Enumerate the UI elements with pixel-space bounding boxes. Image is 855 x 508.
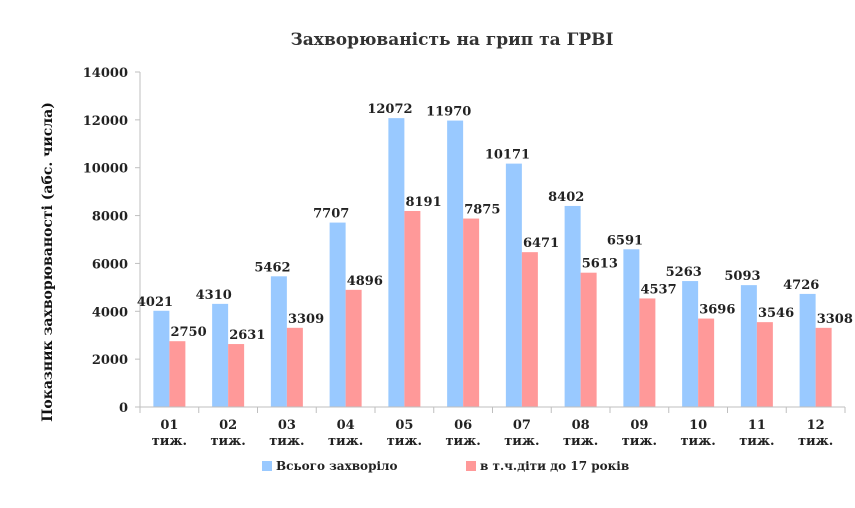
legend-label: Всього захворіло	[276, 459, 397, 473]
bar-series-2	[756, 322, 773, 407]
data-label: 3546	[758, 306, 794, 321]
bar-series-1	[564, 205, 581, 407]
legend-swatch	[262, 461, 272, 471]
x-tick-label: 10 тиж.	[680, 418, 715, 449]
bar-series-1	[682, 281, 699, 407]
bar-series-1	[799, 293, 816, 407]
x-tick-label: 12 тиж.	[798, 418, 833, 449]
legend-label: в т.ч.діти до 17 років	[480, 459, 629, 473]
y-tick-label: 12000	[83, 114, 128, 129]
legend-swatch	[466, 461, 476, 471]
data-label: 5462	[254, 260, 290, 275]
data-label: 5093	[724, 269, 760, 284]
bar-series-2	[228, 344, 245, 407]
bar-series-2	[815, 327, 832, 407]
y-axis: 0 2000 4000 6000 8000 10000 12000 14000	[83, 66, 141, 416]
data-label: 6591	[607, 233, 643, 248]
y-tick-label: 4000	[92, 305, 128, 320]
data-label: 4310	[196, 288, 232, 303]
bar-series-2	[463, 218, 480, 407]
bar-series-1	[153, 310, 170, 407]
data-label: 2631	[229, 328, 265, 343]
bar-series-1	[505, 163, 522, 407]
y-axis-label: Показник захворюваності (абс. числа)	[40, 102, 56, 422]
data-label: 7875	[464, 203, 500, 218]
data-label: 5613	[582, 257, 618, 272]
x-tick-label: 01 тиж.	[152, 418, 187, 449]
bar-series-2	[698, 318, 715, 407]
bar-series-2	[521, 252, 538, 407]
x-tick-label: 11 тиж.	[739, 418, 774, 449]
x-tick-label: 09 тиж.	[622, 418, 657, 449]
data-label: 7707	[313, 207, 349, 222]
y-tick-label: 8000	[92, 210, 128, 225]
y-tick-label: 10000	[83, 162, 128, 177]
bars	[153, 118, 832, 408]
x-tick-label: 06 тиж.	[445, 418, 480, 449]
data-label: 10171	[485, 148, 530, 163]
bar-series-1	[623, 249, 640, 407]
x-axis: 01 тиж. 02 тиж. 03 тиж. 04 тиж. 05 тиж. 06 тиж. 07 ти…	[139, 406, 846, 449]
data-label: 6471	[523, 236, 559, 251]
bar-series-1	[388, 118, 405, 408]
y-tick-label: 2000	[92, 353, 128, 368]
data-label: 4726	[783, 278, 819, 293]
data-label: 4021	[137, 295, 173, 310]
bar-series-2	[169, 341, 186, 407]
bar-series-1	[740, 285, 757, 407]
data-label: 4896	[347, 274, 383, 289]
x-tick-label: 03 тиж.	[269, 418, 304, 449]
bar-series-1	[212, 303, 229, 407]
x-tick-label: 02 тиж.	[210, 418, 245, 449]
y-tick-label: 0	[119, 401, 128, 416]
data-labels: 4021 4310 5462 7707 12072 11970 10171 8402 6591 5…	[137, 102, 853, 343]
chart-title: Захворюваність на грип та ГРВІ	[291, 30, 614, 50]
bar-series-2	[286, 327, 303, 407]
bar-series-2	[404, 211, 421, 407]
data-label: 3696	[699, 303, 735, 318]
y-tick-label: 6000	[92, 257, 128, 272]
data-label: 8191	[405, 195, 441, 210]
data-label: 2750	[170, 325, 206, 340]
bar-series-1	[329, 222, 346, 407]
bar-series-1	[447, 120, 464, 407]
bar-series-2	[345, 289, 362, 407]
data-label: 5263	[666, 265, 702, 280]
bar-series-1	[270, 276, 287, 407]
bar-series-2	[639, 298, 656, 407]
data-label: 3308	[817, 312, 853, 327]
x-tick-label: 07 тиж.	[504, 418, 539, 449]
x-tick-label: 08 тиж.	[563, 418, 598, 449]
data-label: 3309	[288, 312, 324, 327]
x-tick-label: 04 тиж.	[328, 418, 363, 449]
y-tick-label: 14000	[83, 66, 128, 81]
bar-series-2	[580, 272, 597, 407]
data-label: 11970	[426, 105, 471, 120]
legend: Всього захворіло в т.ч.діти до 17 років	[262, 459, 629, 473]
data-label: 12072	[367, 102, 412, 117]
data-label: 4537	[640, 282, 676, 297]
data-label: 8402	[548, 190, 584, 205]
x-tick-label: 05 тиж.	[387, 418, 422, 449]
